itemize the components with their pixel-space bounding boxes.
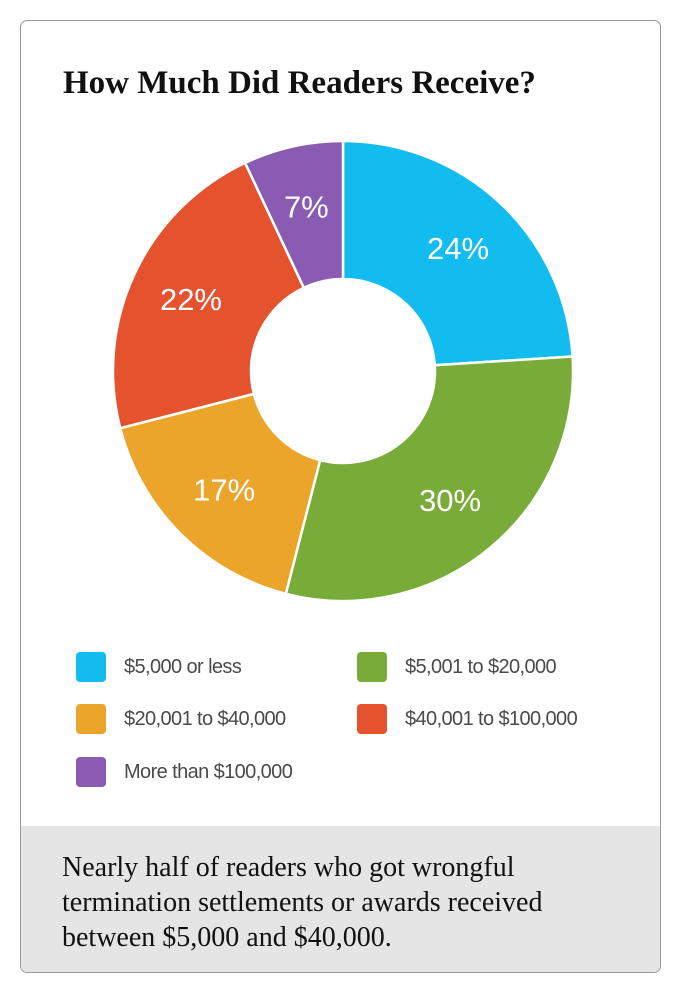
- legend-label: $40,001 to $100,000: [405, 707, 578, 730]
- legend-item-5000-or-less: $5,000 or less: [76, 652, 242, 682]
- chart-card: How Much Did Readers Receive? 24% 30% 17% 2…: [20, 20, 661, 973]
- slice-label-more-than-100-000: 7%: [284, 190, 329, 225]
- legend-swatch: [76, 757, 106, 787]
- legend-item-40001-to-100000: $40,001 to $100,000: [357, 704, 578, 734]
- legend-swatch: [357, 652, 387, 682]
- legend-label: $5,001 to $20,000: [405, 655, 557, 678]
- legend-swatch: [357, 704, 387, 734]
- slice-label-5-000-or-less: 24%: [427, 231, 489, 266]
- slice-5-001-to-20-000: [284, 355, 575, 603]
- slice-label-20-001-to-40-000: 17%: [193, 472, 255, 507]
- caption-box: Nearly half of readers who got wrongful …: [21, 826, 660, 972]
- slice-label-5-001-to-20-000: 30%: [419, 483, 481, 518]
- legend-swatch: [76, 704, 106, 734]
- legend-swatch: [76, 652, 106, 682]
- slice-5-000-or-less: [341, 139, 574, 367]
- slice-20-001-to-40-000: [118, 392, 322, 596]
- caption-text: Nearly half of readers who got wrongful …: [62, 852, 543, 953]
- legend-label: $5,000 or less: [124, 655, 242, 678]
- donut-chart: 24% 30% 17% 22% 7%: [111, 139, 575, 603]
- legend-label: $20,001 to $40,000: [124, 707, 286, 730]
- legend-item-5001-to-20000: $5,001 to $20,000: [357, 652, 557, 682]
- legend-item-more-than-100000: More than $100,000: [76, 757, 293, 787]
- slice-more-than-100-000: [243, 139, 345, 290]
- legend-item-20001-to-40000: $20,001 to $40,000: [76, 704, 286, 734]
- chart-title: How Much Did Readers Receive?: [63, 65, 536, 101]
- slice-40-001-to-100-000: [111, 161, 306, 430]
- slice-label-40-001-to-100-000: 22%: [160, 282, 222, 317]
- legend-label: More than $100,000: [124, 760, 293, 783]
